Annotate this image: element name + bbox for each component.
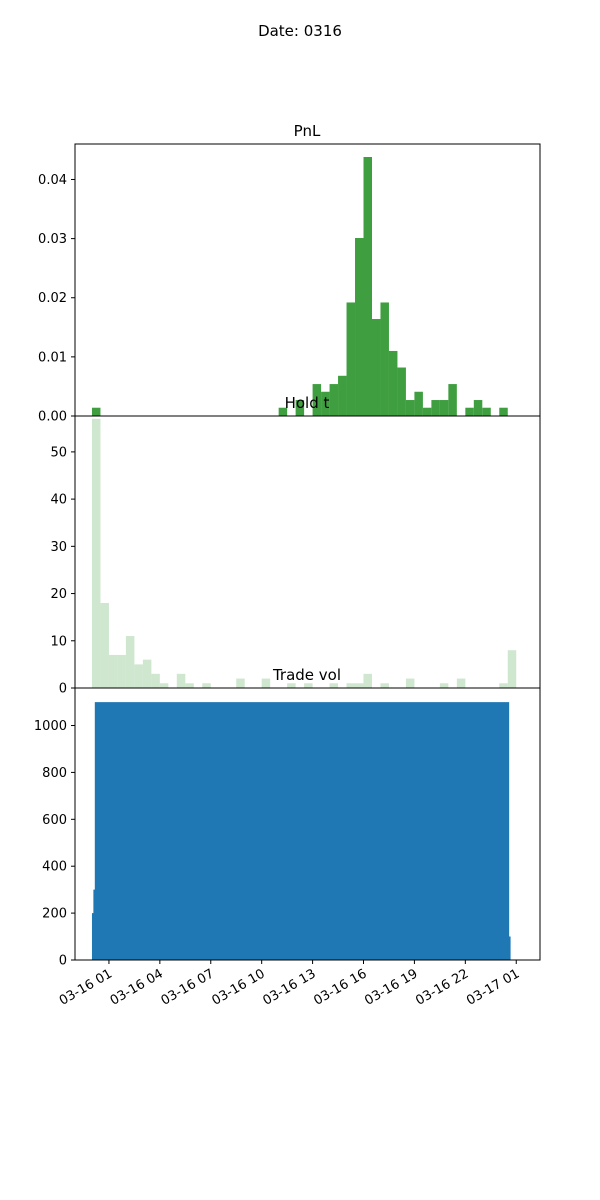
- vol-x-tick-label: 03-16 04: [108, 966, 166, 1008]
- vol-x-tick-label: 03-16 10: [210, 966, 268, 1008]
- hold-bar: [287, 683, 296, 688]
- pnl-bar: [91, 407, 101, 416]
- hold-bar: [380, 683, 389, 688]
- hold-y-tick-label: 0: [59, 682, 67, 697]
- hold-bar: [151, 673, 160, 688]
- pnl-y-tick-label: 0.02: [38, 291, 67, 306]
- hold-bar: [202, 683, 211, 688]
- pnl-bar: [371, 319, 381, 416]
- vol-area: [91, 702, 511, 960]
- hold-y-tick-label: 10: [50, 634, 67, 649]
- hold-panel: 0 10 20 30 40 50 Hold t: [50, 394, 541, 697]
- pnl-y-tick-label: 0.01: [38, 350, 67, 365]
- vol-y-tick-label: 400: [42, 860, 67, 875]
- pnl-bar: [355, 238, 364, 416]
- hold-bar: [329, 683, 339, 688]
- hold-bar: [363, 673, 372, 688]
- hold-bar: [499, 683, 508, 688]
- vol-y-tick-label: 200: [42, 907, 67, 922]
- pnl-bar: [295, 400, 305, 416]
- vol-y-tick-label: 1000: [34, 719, 67, 734]
- pnl-bar: [346, 302, 356, 416]
- hold-bar: [405, 678, 415, 688]
- hold-bar: [507, 650, 517, 688]
- vol-area-fill: [91, 702, 511, 960]
- hold-bar: [134, 664, 143, 688]
- pnl-bar: [380, 302, 389, 416]
- pnl-bar: [321, 391, 330, 416]
- pnl-frame: [74, 143, 541, 417]
- hold-bar: [117, 654, 126, 688]
- hold-bar: [91, 418, 101, 688]
- pnl-panel: 0.00 0.01 0.02 0.03 0.04 PnL: [38, 122, 541, 425]
- hold-title: Hold t: [285, 394, 330, 412]
- hold-bar: [176, 673, 186, 688]
- vol-x-tick-label: 03-16 13: [260, 966, 318, 1008]
- pnl-bar: [388, 350, 398, 416]
- hold-bar: [108, 654, 118, 688]
- pnl-bar: [338, 375, 347, 416]
- hold-bar: [304, 683, 313, 688]
- pnl-bar: [414, 391, 423, 416]
- hold-y-tick-label: 40: [50, 493, 67, 508]
- pnl-bars: [91, 157, 508, 416]
- pnl-bar: [482, 407, 491, 416]
- pnl-bar: [499, 407, 508, 416]
- vol-y-tick-label: 0: [59, 954, 67, 969]
- pnl-bar: [363, 157, 372, 416]
- pnl-y-axis: 0.00 0.01 0.02 0.03 0.04: [38, 173, 75, 425]
- pnl-y-tick-label: 0.00: [38, 410, 67, 425]
- pnl-bar: [397, 367, 406, 416]
- vol-x-tick-label: 03-16 19: [362, 966, 420, 1008]
- vol-frame: [74, 687, 541, 961]
- pnl-y-tick-label: 0.04: [38, 173, 67, 188]
- hold-bar: [125, 636, 135, 688]
- hold-bar: [456, 678, 466, 688]
- pnl-bar: [473, 400, 483, 416]
- vol-x-tick-label: 03-16 22: [413, 966, 471, 1008]
- hold-bar: [100, 603, 109, 688]
- pnl-y-tick-label: 0.03: [38, 232, 67, 247]
- pnl-bar: [439, 400, 449, 416]
- vol-x-tick-label: 03-16 01: [57, 966, 115, 1008]
- hold-bars: [91, 418, 517, 688]
- vol-x-tick-label: 03-16 07: [159, 966, 217, 1008]
- hold-frame: [74, 415, 541, 689]
- vol-x-tick-label: 03-17 01: [464, 966, 522, 1008]
- pnl-bar: [465, 407, 474, 416]
- vol-title: Trade vol: [272, 666, 341, 684]
- hold-bar: [439, 683, 449, 688]
- hold-y-tick-label: 30: [50, 540, 67, 555]
- hold-bar: [185, 683, 194, 688]
- figure-suptitle: Date: 0316: [258, 22, 342, 40]
- pnl-bar: [312, 384, 322, 416]
- vol-y-axis: 0 200 400 600 800 1000: [34, 719, 75, 969]
- hold-bar: [236, 678, 245, 688]
- pnl-bar: [431, 400, 440, 416]
- pnl-bar: [329, 384, 339, 416]
- hold-y-axis: 0 10 20 30 40 50: [50, 445, 75, 697]
- pnl-title: PnL: [294, 122, 321, 140]
- hold-y-tick-label: 20: [50, 587, 67, 602]
- vol-y-tick-label: 800: [42, 766, 67, 781]
- hold-bar: [355, 683, 364, 688]
- hold-y-tick-label: 50: [50, 445, 67, 460]
- hold-bar: [142, 659, 152, 688]
- vol-x-tick-label: 03-16 16: [311, 966, 369, 1008]
- pnl-bar: [422, 407, 432, 416]
- pnl-bar: [405, 400, 415, 416]
- vol-y-tick-label: 600: [42, 813, 67, 828]
- hold-bar: [261, 678, 271, 688]
- pnl-bar: [448, 384, 457, 416]
- pnl-bar: [278, 407, 288, 416]
- hold-bar: [346, 683, 356, 688]
- hold-bar: [159, 683, 169, 688]
